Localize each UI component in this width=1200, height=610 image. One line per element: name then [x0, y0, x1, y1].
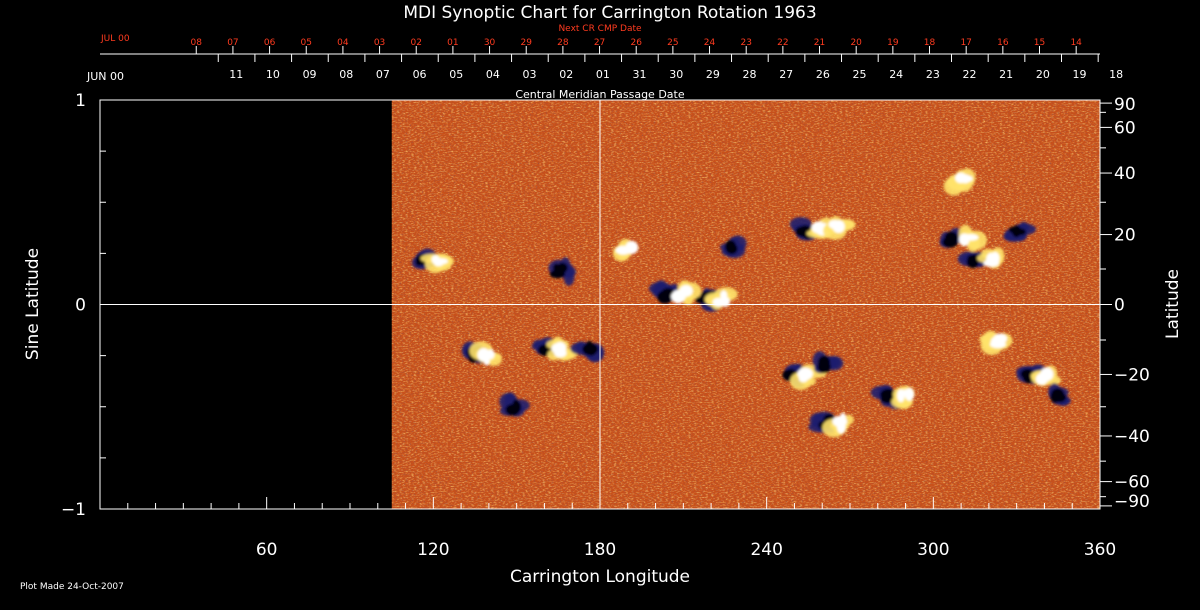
x-tick-label: 240: [750, 540, 782, 560]
next-cmp-date-label: 16: [997, 38, 1009, 48]
active-region: [411, 248, 455, 274]
next-cmp-date-label: 28: [557, 38, 569, 48]
next-cmp-date-label: 18: [924, 38, 936, 48]
cmp-date-label: 10: [266, 68, 280, 81]
next-cmp-date-label: 30: [484, 38, 496, 48]
y-left-tick-label: 1: [75, 91, 86, 111]
active-region: [612, 238, 639, 262]
active-region: [1048, 383, 1071, 407]
cmp-date-label: 27: [779, 68, 793, 81]
cmp-date-label: 28: [743, 68, 757, 81]
active-region: [943, 168, 976, 196]
active-region: [719, 235, 747, 259]
next-cmp-date-label: 29: [520, 38, 532, 48]
next-cmp-axis-title: Next CR CMP Date: [558, 24, 642, 34]
next-cmp-date-label: 02: [411, 38, 422, 48]
cmp-date-label: 25: [853, 68, 867, 81]
y-right-tick-label: 90: [1114, 95, 1136, 115]
active-region: [1003, 221, 1037, 242]
cmp-date-label: 08: [339, 68, 353, 81]
cmp-date-label: 21: [999, 68, 1013, 81]
next-cmp-date-label: 14: [1070, 38, 1082, 48]
active-region: [531, 336, 578, 361]
cmp-axis-title: Central Meridian Passage Date: [515, 88, 684, 101]
cmp-date-label: 26: [816, 68, 830, 81]
active-region: [461, 341, 502, 366]
cmp-date-label: 09: [303, 68, 317, 81]
y-right-tick-label: 20: [1114, 226, 1136, 246]
next-cmp-date-label: 01: [447, 38, 458, 48]
next-cmp-date-label: 24: [704, 38, 716, 48]
cmp-date-label: 30: [669, 68, 683, 81]
cmp-date-label: 22: [963, 68, 977, 81]
y-left-tick-label: −1: [61, 500, 86, 520]
y-right-tick-label: 60: [1114, 118, 1136, 138]
next-cmp-date-label: 23: [740, 38, 751, 48]
next-cmp-date-label: 19: [887, 38, 899, 48]
y-right-tick-label: −60: [1114, 473, 1150, 493]
active-region: [957, 247, 1005, 269]
y-left-tick-label: 0: [75, 296, 86, 316]
next-cmp-date-label: 07: [227, 38, 238, 48]
next-cmp-date-label: 22: [777, 38, 788, 48]
y-axis-left-title: Sine Latitude: [23, 248, 43, 360]
next-cmp-date-label: 17: [960, 38, 971, 48]
next-cmp-date-label: 03: [374, 38, 385, 48]
y-right-tick-label: −40: [1114, 427, 1150, 447]
cmp-date-label: 01: [596, 68, 610, 81]
y-right-tick-label: −90: [1114, 492, 1150, 512]
cmp-date-label: 24: [889, 68, 903, 81]
chart-title: MDI Synoptic Chart for Carrington Rotati…: [403, 3, 816, 23]
next-cmp-date-label: 21: [814, 38, 825, 48]
next-cmp-date-label: 04: [337, 38, 349, 48]
cmp-date-label: 11: [229, 68, 243, 81]
x-tick-label: 180: [584, 540, 616, 560]
cmp-date-label: 03: [523, 68, 537, 81]
next-cmp-date-label: 25: [667, 38, 678, 48]
x-axis-title: Carrington Longitude: [510, 567, 690, 587]
next-cmp-date-label: 15: [1034, 38, 1045, 48]
cmp-date-label: 20: [1036, 68, 1050, 81]
next-cmp-date-label: 08: [191, 38, 203, 48]
grid-lines: [100, 100, 1100, 509]
cmp-month-label: JUN 00: [86, 70, 124, 83]
next-cmp-date-label: 27: [594, 38, 605, 48]
active-region: [1016, 364, 1062, 387]
next-cmp-date-label: 26: [630, 38, 642, 48]
x-tick-label: 300: [917, 540, 949, 560]
cmp-date-label: 31: [633, 68, 647, 81]
cmp-date-label: 02: [559, 68, 573, 81]
y-right-tick-label: 0: [1114, 296, 1125, 316]
cmp-date-label: 06: [413, 68, 427, 81]
plot-made-footer: Plot Made 24-Oct-2007: [20, 582, 124, 592]
x-tick-label: 120: [417, 540, 449, 560]
next-cmp-date-label: 05: [301, 38, 312, 48]
y-right-tick-label: −20: [1114, 365, 1150, 385]
x-tick-label: 60: [256, 540, 278, 560]
active-region: [499, 392, 530, 417]
x-tick-label: 360: [1084, 540, 1116, 560]
y-axis-right-title: Latitude: [1163, 269, 1183, 339]
cmp-date-label: 05: [449, 68, 463, 81]
y-right-tick-label: 40: [1114, 164, 1136, 184]
cmp-date-label: 04: [486, 68, 500, 81]
cmp-date-label: 23: [926, 68, 940, 81]
active-region: [979, 330, 1013, 356]
cmp-date-label: 19: [1073, 68, 1087, 81]
next-cmp-date-label: 20: [850, 38, 862, 48]
active-region: [939, 224, 988, 252]
cmp-date-label: 29: [706, 68, 720, 81]
cmp-date-label: 07: [376, 68, 390, 81]
active-region: [812, 351, 844, 374]
next-cmp-month-label: JUL 00: [100, 34, 130, 44]
active-region: [548, 257, 577, 286]
active-region: [822, 216, 856, 240]
cmp-date-label: 18: [1109, 68, 1123, 81]
next-cmp-date-label: 06: [264, 38, 276, 48]
top-date-axes: Next CR CMP Date JUL 00 JUN 00 Central M…: [86, 24, 1123, 101]
active-region: [870, 384, 915, 410]
active-region: [649, 280, 702, 306]
active-region: [808, 411, 854, 438]
